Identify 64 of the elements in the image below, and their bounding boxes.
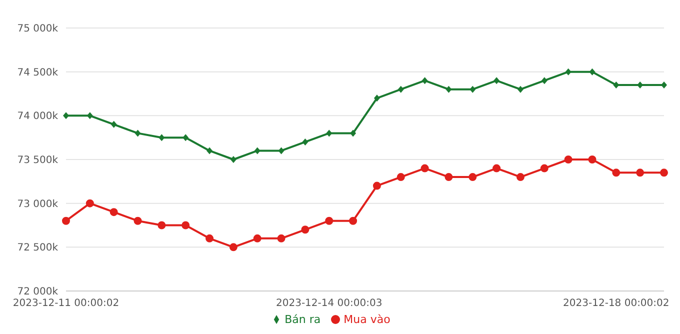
- point: [62, 216, 70, 225]
- point: [420, 164, 429, 172]
- point: [158, 221, 166, 230]
- point: [541, 77, 548, 84]
- point: [516, 173, 524, 182]
- point: [110, 120, 117, 128]
- y-tick-label: 73 500k: [17, 155, 58, 166]
- point: [468, 173, 477, 182]
- point: [301, 226, 310, 234]
- y-tick-label: 72 500k: [17, 242, 58, 254]
- point: [470, 86, 476, 93]
- point: [612, 168, 620, 177]
- point: [86, 199, 94, 208]
- point: [636, 168, 644, 177]
- point: [372, 182, 381, 190]
- point: [325, 216, 334, 225]
- point: [661, 81, 667, 88]
- point: [565, 68, 572, 76]
- point: [492, 164, 501, 172]
- point: [374, 94, 380, 102]
- point: [589, 68, 596, 76]
- point: [206, 234, 214, 242]
- point: [230, 156, 236, 163]
- point: [63, 112, 69, 120]
- point: [398, 86, 404, 93]
- point: [134, 130, 141, 137]
- point: [182, 221, 190, 230]
- point: [660, 168, 668, 177]
- point: [350, 130, 356, 137]
- point: [278, 147, 284, 154]
- point: [326, 130, 332, 137]
- point: [254, 147, 260, 154]
- point: [564, 156, 572, 164]
- point: [588, 156, 596, 164]
- point: [446, 86, 452, 93]
- point: [396, 173, 405, 182]
- point: [134, 216, 142, 225]
- point: [302, 138, 308, 146]
- point: [517, 86, 524, 93]
- y-tick-label: 74 000k: [17, 111, 58, 122]
- y-tick-label: 74 500k: [17, 67, 58, 78]
- point: [637, 81, 644, 88]
- y-tick-label: 75 000k: [17, 24, 58, 35]
- legend-label: Mua vào: [344, 313, 390, 326]
- y-tick-label: 72 000k: [17, 286, 58, 298]
- point: [253, 234, 262, 242]
- point: [229, 243, 238, 252]
- point: [540, 164, 548, 172]
- point: [349, 216, 358, 225]
- x-tick-label: 2023-12-18 00:00:02: [563, 298, 670, 310]
- point: [206, 147, 213, 154]
- y-tick-label: 73 000k: [17, 198, 58, 210]
- point: [110, 208, 118, 216]
- point: [444, 173, 453, 182]
- point: [86, 112, 93, 120]
- point: [277, 234, 286, 242]
- legend-label: Bán ra: [284, 313, 321, 326]
- point: [182, 134, 189, 142]
- x-tick-label: 2023-12-11 00:00:02: [12, 298, 120, 310]
- point: [494, 77, 500, 84]
- point: [158, 134, 165, 142]
- x-tick-label: 2023-12-14 00:00:03: [276, 298, 382, 310]
- point: [422, 77, 428, 84]
- point: [613, 81, 620, 88]
